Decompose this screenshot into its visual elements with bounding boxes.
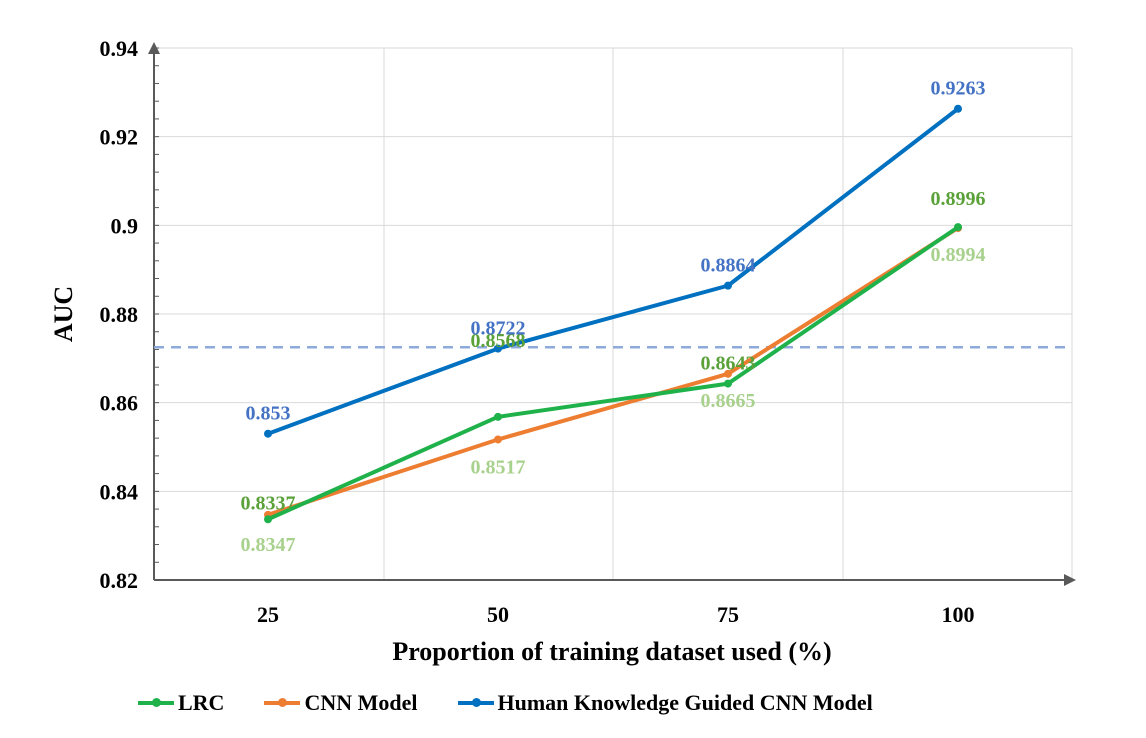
- series-line-2: [267, 107, 960, 436]
- legend-label-lrc: LRC: [178, 690, 225, 715]
- data-label: 0.8517: [471, 456, 526, 478]
- data-point: [724, 379, 732, 388]
- x-tick-label: 25: [257, 602, 279, 627]
- y-axis-arrow: [148, 42, 160, 54]
- legend: LRC CNN Model Human Knowledge Guided CNN…: [138, 690, 913, 716]
- series-line-1: [267, 226, 960, 517]
- data-label: 0.9263: [931, 78, 986, 100]
- x-axis-title: Proportion of training dataset used (%): [392, 637, 831, 666]
- x-tick-label: 75: [717, 602, 739, 627]
- y-tick-label: 0.94: [100, 36, 139, 61]
- legend-swatch-hkg-cnn: [457, 698, 494, 707]
- legend-label-hkg-cnn: Human Knowledge Guided CNN Model: [497, 690, 873, 715]
- legend-swatch-cnn: [264, 698, 301, 707]
- x-tick-label: 100: [942, 602, 975, 627]
- legend-swatch-lrc: [138, 698, 174, 707]
- y-tick-label: 0.84: [100, 479, 139, 504]
- y-axis-title: AUC: [49, 286, 78, 342]
- series-line-0: [267, 225, 960, 522]
- y-tick-label: 0.92: [100, 125, 139, 150]
- y-tick-label: 0.9: [111, 213, 139, 238]
- data-label: 0.8568: [471, 330, 526, 352]
- data-point: [954, 104, 962, 113]
- data-point: [264, 429, 272, 438]
- data-label: 0.8347: [241, 534, 296, 556]
- data-point: [954, 223, 962, 232]
- data-point: [494, 412, 502, 421]
- data-label: 0.8722: [471, 318, 526, 340]
- data-point: [494, 435, 502, 444]
- legend-label-cnn: CNN Model: [304, 690, 418, 715]
- y-tick-label: 0.82: [100, 568, 139, 593]
- data-point: [724, 369, 732, 378]
- y-tick-label: 0.86: [100, 391, 139, 416]
- x-tick-label: 50: [487, 602, 509, 627]
- legend-item-hkg-cnn: Human Knowledge Guided CNN Model: [457, 690, 873, 716]
- data-label: 0.8643: [701, 353, 756, 375]
- data-label: 0.8864: [701, 255, 756, 277]
- data-point: [264, 515, 272, 524]
- legend-item-lrc: LRC: [138, 690, 224, 716]
- y-tick-label: 0.88: [100, 302, 139, 327]
- data-label: 0.8337: [241, 492, 296, 514]
- x-axis-arrow: [1064, 574, 1076, 586]
- data-label: 0.8994: [931, 244, 986, 266]
- data-point: [494, 344, 502, 353]
- data-label: 0.8996: [931, 188, 986, 210]
- data-label: 0.8665: [701, 390, 756, 412]
- data-point: [724, 281, 732, 290]
- legend-item-cnn: CNN Model: [264, 690, 418, 716]
- data-label: 0.853: [246, 403, 291, 425]
